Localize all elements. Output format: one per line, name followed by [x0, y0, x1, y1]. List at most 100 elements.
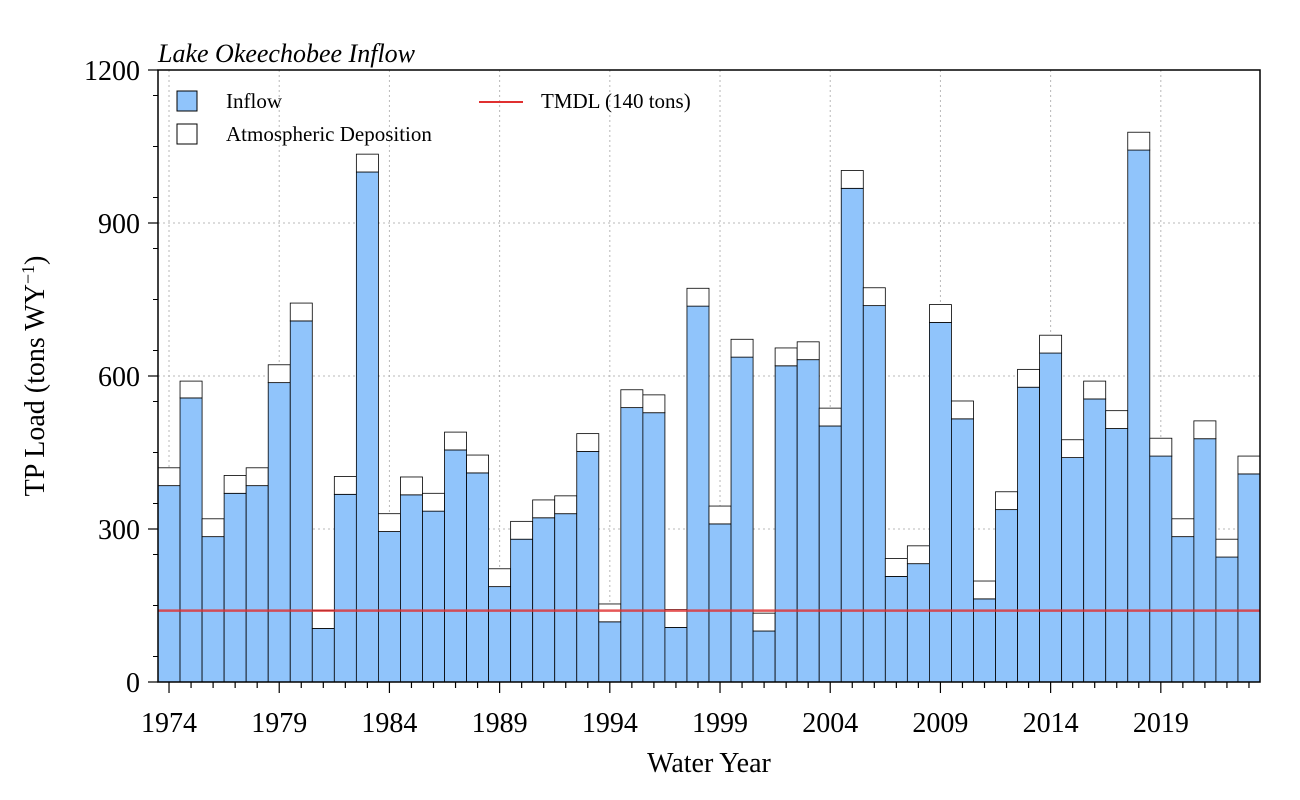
bar-inflow: [752, 630, 776, 683]
bar-inflow: [1237, 473, 1261, 683]
bar-atmospheric-deposition: [1017, 368, 1040, 388]
x-tick-label: 1974: [141, 708, 197, 739]
x-tick-label: 2004: [802, 708, 858, 739]
bar-inflow: [201, 536, 225, 683]
bar-atmospheric-deposition: [1083, 380, 1107, 400]
bar-atmospheric-deposition: [532, 499, 556, 519]
bar-atmospheric-deposition: [686, 287, 710, 307]
bar-atmospheric-deposition: [1193, 420, 1217, 440]
bar-inflow: [576, 451, 600, 683]
y-axis-label-close: ): [20, 256, 51, 265]
bar-atmospheric-deposition: [245, 467, 269, 487]
bar-inflow: [1061, 457, 1085, 683]
bar-atmospheric-deposition: [973, 580, 996, 600]
bar-inflow: [245, 485, 269, 683]
bar-atmospheric-deposition: [730, 338, 754, 358]
bar-inflow: [1083, 398, 1107, 683]
bar-atmospheric-deposition: [1039, 334, 1063, 354]
x-tick-label: 1999: [692, 708, 748, 739]
y-tick-label: 600: [98, 362, 140, 393]
y-tick-label: 900: [98, 209, 140, 240]
bar-atmospheric-deposition: [179, 380, 203, 399]
bar-atmospheric-deposition: [444, 431, 467, 451]
bar-inflow: [620, 407, 644, 683]
bar-inflow: [400, 494, 423, 683]
bar-inflow: [1017, 386, 1040, 683]
bar-atmospheric-deposition: [355, 153, 379, 173]
bar-atmospheric-deposition: [576, 433, 600, 452]
bar-inflow: [1215, 556, 1239, 683]
bar-inflow: [444, 449, 467, 683]
bar-inflow: [598, 621, 622, 683]
bar-atmospheric-deposition: [466, 454, 489, 474]
bar-inflow: [951, 418, 974, 683]
bar-inflow: [1105, 428, 1129, 683]
bar-inflow: [818, 425, 842, 683]
legend: Inflow Atmospheric Deposition TMDL (140 …: [176, 89, 691, 146]
bar-inflow: [862, 305, 886, 683]
bar-atmospheric-deposition: [1215, 538, 1239, 558]
bar-inflow: [179, 397, 203, 683]
bar-atmospheric-deposition: [1237, 455, 1261, 475]
x-tick-label: 1994: [582, 708, 638, 739]
bar-atmospheric-deposition: [1061, 439, 1085, 459]
bar-atmospheric-deposition: [422, 492, 445, 512]
bar-inflow: [664, 627, 688, 683]
bar-inflow: [730, 356, 754, 683]
bar-inflow: [1149, 455, 1173, 683]
bars: [157, 131, 1261, 683]
bar-inflow: [995, 509, 1018, 683]
bar-inflow: [1127, 149, 1151, 683]
bar-atmospheric-deposition: [311, 610, 335, 629]
bar-atmospheric-deposition: [333, 476, 357, 495]
bar-atmospheric-deposition: [223, 475, 247, 494]
bar-atmospheric-deposition: [708, 505, 732, 525]
x-tick-label: 1979: [251, 708, 307, 739]
y-tick-label: 1200: [84, 56, 140, 87]
bar-inflow: [311, 628, 335, 683]
bar-inflow: [466, 472, 489, 683]
bar-atmospheric-deposition: [598, 603, 622, 623]
legend-label-tmdl: TMDL (140 tons): [541, 89, 691, 113]
bar-inflow: [774, 365, 798, 683]
y-axis-label-main: TP Load (tons WY: [20, 284, 51, 496]
legend-swatch-inflow: [176, 90, 198, 112]
bar-atmospheric-deposition: [995, 491, 1018, 511]
bar-inflow: [422, 510, 445, 683]
bar-atmospheric-deposition: [774, 347, 798, 367]
bar-inflow: [377, 531, 401, 683]
bar-inflow: [1193, 438, 1217, 683]
bar-atmospheric-deposition: [1171, 518, 1195, 538]
x-tick-label: 1989: [472, 708, 528, 739]
bar-atmospheric-deposition: [1105, 410, 1129, 429]
bar-atmospheric-deposition: [862, 287, 886, 307]
bar-atmospheric-deposition: [818, 407, 842, 427]
bar-inflow: [267, 382, 291, 683]
x-tick-label: 2014: [1023, 708, 1079, 739]
bar-atmospheric-deposition: [510, 520, 534, 540]
bar-inflow: [532, 517, 556, 683]
bar-atmospheric-deposition: [642, 394, 666, 414]
bar-atmospheric-deposition: [201, 518, 225, 538]
y-axis-label-sup: −1: [18, 265, 38, 284]
bar-inflow: [796, 359, 820, 683]
y-axis-label: TP Load (tons WY−1): [18, 256, 51, 497]
bar-inflow: [884, 576, 908, 683]
y-tick-label: 0: [126, 668, 140, 699]
bar-inflow: [1039, 352, 1063, 683]
x-tick-label: 1984: [361, 708, 417, 739]
y-tick-label: 300: [98, 515, 140, 546]
bar-atmospheric-deposition: [620, 389, 644, 409]
bar-atmospheric-deposition: [267, 364, 291, 384]
bar-atmospheric-deposition: [554, 495, 578, 515]
axes: 0 300 600 900 1200 1974 1979 1984 1989 1994 1999 20…: [84, 56, 1250, 739]
bar-inflow: [708, 523, 732, 683]
bar-inflow: [642, 412, 666, 683]
legend-swatch-atmospheric: [176, 123, 198, 145]
bar-atmospheric-deposition: [157, 467, 181, 487]
bar-inflow: [840, 187, 864, 683]
bar-atmospheric-deposition: [906, 545, 930, 565]
legend-label-atmospheric: Atmospheric Deposition: [226, 122, 432, 146]
bar-inflow: [488, 586, 512, 683]
